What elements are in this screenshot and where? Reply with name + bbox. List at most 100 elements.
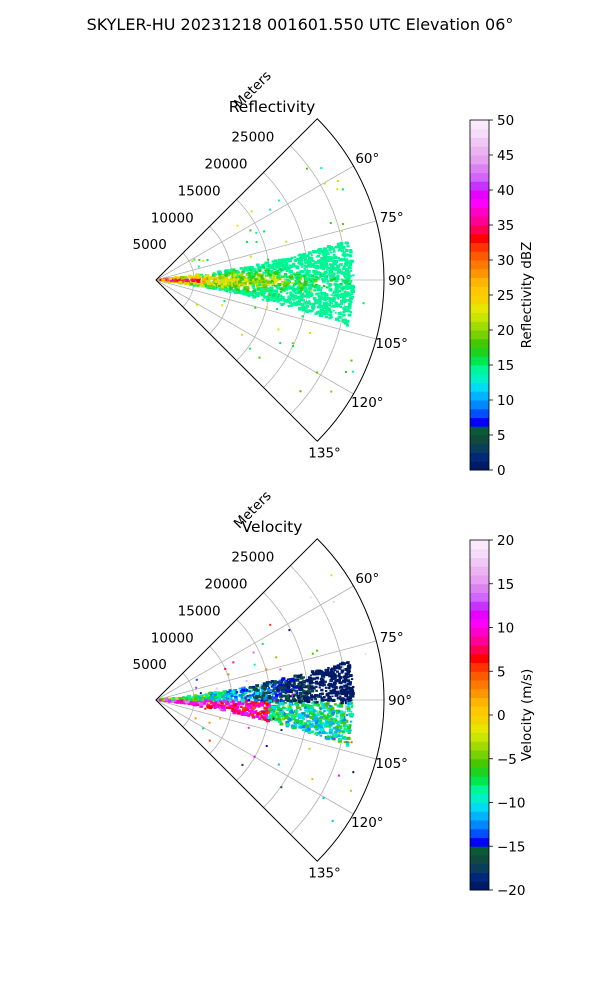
echo-gate (328, 288, 333, 292)
echo-gate (301, 703, 305, 707)
echo-gate (297, 306, 302, 310)
echo-gate (315, 272, 318, 275)
echo-gate (255, 714, 260, 718)
echo-gate (265, 694, 269, 697)
colorbar-swatch (470, 268, 489, 278)
colorbar-swatch (470, 426, 489, 436)
echo-gate (242, 707, 247, 711)
echo-gate (274, 702, 278, 704)
echo-gate (319, 300, 323, 303)
echo-gate (324, 698, 328, 702)
echo-gate (327, 671, 331, 675)
echo-gate (275, 290, 279, 294)
echo-gate (284, 687, 288, 690)
echo-gate (322, 259, 326, 262)
echo-gate (167, 279, 172, 283)
echo-gate (322, 264, 326, 267)
echo-gate (248, 706, 252, 710)
echo-gate (297, 278, 300, 281)
echo-gate (343, 737, 347, 740)
echo-gate (351, 685, 355, 689)
echo-gate (184, 700, 189, 704)
echo-gate (236, 282, 240, 286)
echo-gate (288, 717, 292, 721)
echo-gate (284, 274, 288, 277)
echo-gate (311, 285, 315, 288)
echo-gate (267, 283, 271, 286)
echo-gate (179, 697, 183, 701)
echo-gate (328, 731, 333, 735)
colorbar-swatch (470, 785, 489, 795)
echo-gate (322, 695, 326, 699)
echo-gate (319, 262, 324, 266)
echo-gate (279, 679, 282, 682)
echo-speckle (201, 275, 204, 278)
echo-gate (329, 670, 332, 673)
echo-gate (342, 698, 347, 702)
echo-gate (318, 302, 322, 305)
echo-gate (329, 267, 334, 271)
echo-gate (328, 304, 332, 307)
echo-gate (346, 682, 350, 685)
echo-gate (303, 698, 308, 703)
echo-gate (298, 286, 303, 290)
echo-gate (288, 677, 292, 681)
echo-gate (333, 690, 338, 694)
echo-gate (169, 278, 174, 282)
echo-gate (262, 691, 266, 695)
echo-gate (332, 296, 336, 299)
echo-gate (241, 270, 245, 273)
echo-gate (220, 701, 224, 705)
echo-speckle (280, 729, 283, 732)
echo-gate (313, 725, 318, 729)
echo-gate (346, 273, 350, 277)
echo-gate (273, 271, 276, 274)
echo-gate (280, 265, 283, 267)
echo-gate (211, 696, 216, 700)
echo-gate (193, 282, 196, 285)
echo-gate (266, 296, 270, 300)
echo-gate (303, 286, 307, 290)
echo-gate (293, 683, 297, 686)
echo-gate (204, 280, 209, 284)
echo-gate (252, 698, 255, 700)
echo-gate (244, 698, 248, 701)
echo-gate (250, 706, 253, 709)
echo-gate (350, 699, 353, 702)
echo-gate (347, 731, 351, 735)
echo-gate (346, 696, 351, 700)
echo-gate (290, 273, 293, 276)
echo-gate (289, 713, 293, 717)
echo-speckle (309, 331, 312, 334)
echo-gate (263, 279, 267, 283)
echo-gate (270, 711, 274, 714)
echo-gate (311, 720, 314, 723)
echo-gate (339, 690, 344, 694)
echo-speckle (202, 260, 205, 263)
echo-gate (262, 263, 265, 266)
echo-gate (343, 688, 348, 692)
echo-gate (268, 718, 272, 721)
echo-gate (340, 725, 343, 728)
echo-gate (345, 743, 350, 747)
echo-gate (265, 681, 270, 685)
echo-gate (184, 276, 188, 280)
echo-gate (320, 266, 324, 270)
echo-speckle (253, 663, 256, 666)
echo-gate (305, 697, 309, 701)
range-tick-label: 25000 (231, 130, 274, 146)
echo-gate (294, 709, 299, 713)
echo-gate (240, 699, 246, 703)
echo-speckle (322, 797, 325, 800)
echo-gate (282, 258, 287, 262)
echo-gate (312, 681, 315, 684)
echo-gate (343, 728, 347, 731)
echo-gate (318, 311, 323, 315)
echo-gate (278, 297, 283, 302)
echo-gate (280, 699, 285, 704)
echo-gate (314, 280, 318, 283)
echo-gate (323, 704, 328, 708)
echo-gate (344, 305, 348, 308)
echo-gate (316, 248, 322, 253)
echo-gate (249, 282, 252, 285)
